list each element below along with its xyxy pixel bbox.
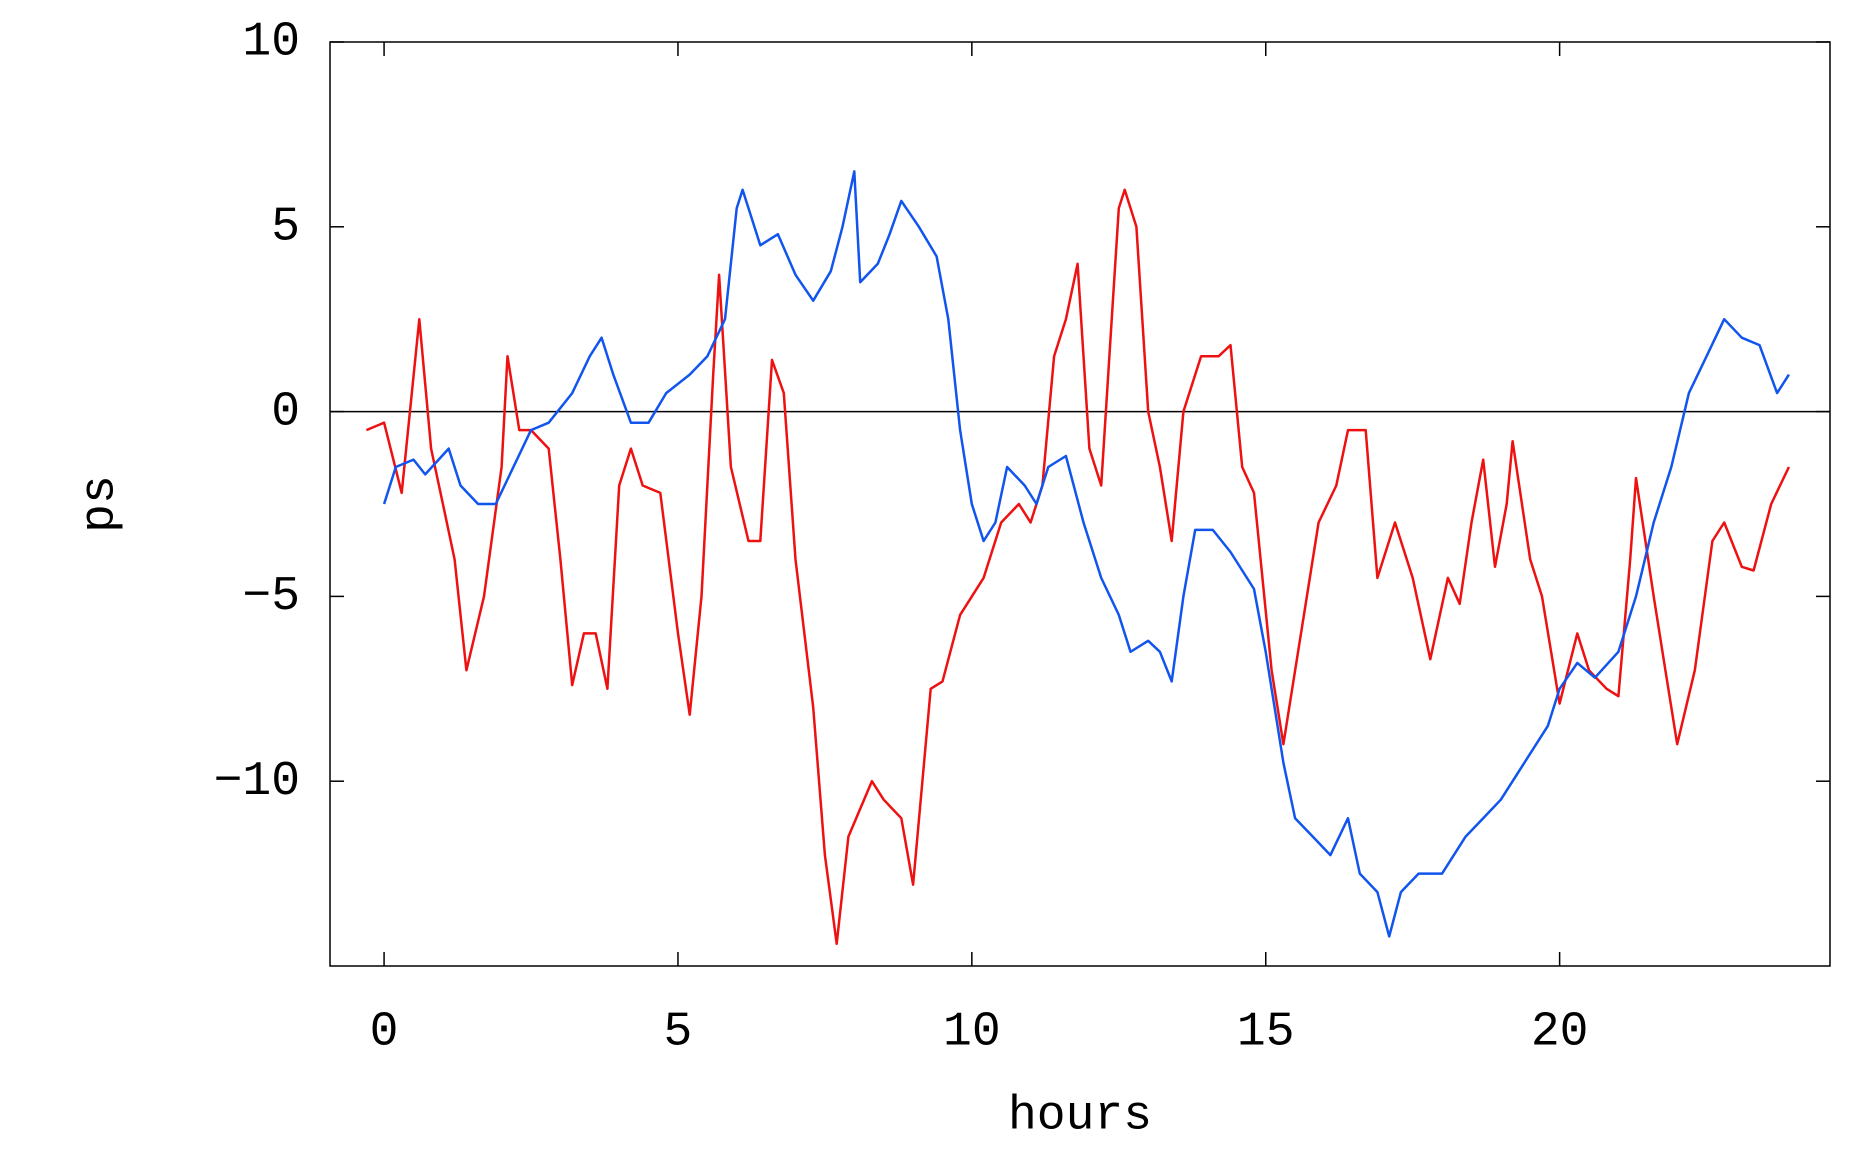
- y-axis-label: ps: [74, 475, 128, 533]
- x-tick-label: 0: [370, 1006, 399, 1060]
- y-tick-label: −5: [242, 570, 300, 624]
- x-tick-label: 5: [664, 1006, 693, 1060]
- series-line: [365, 188, 1791, 946]
- x-tick-label: 20: [1531, 1006, 1589, 1060]
- series-line: [382, 170, 1790, 938]
- x-axis-label: hours: [1008, 1090, 1152, 1144]
- y-tick-label: 5: [271, 200, 300, 254]
- y-tick-label: 0: [271, 385, 300, 439]
- y-tick-label: −10: [214, 755, 300, 809]
- x-tick-label: 10: [943, 1006, 1001, 1060]
- x-tick-label: 15: [1237, 1006, 1295, 1060]
- y-tick-label: 10: [242, 16, 300, 70]
- plot-frame: [329, 41, 1831, 967]
